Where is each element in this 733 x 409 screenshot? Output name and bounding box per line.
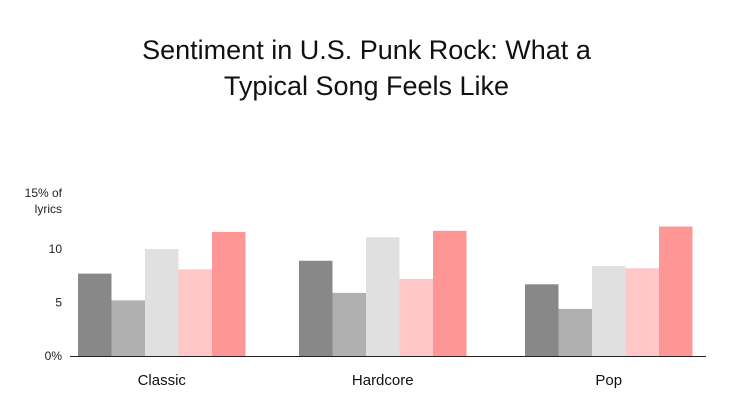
bar-hardcore-series-1 (299, 260, 333, 356)
chart-title-line-1: Sentiment in U.S. Punk Rock: What a (142, 35, 591, 65)
bar-hardcore-series-2 (332, 292, 366, 356)
y-unit-label-line-1: 15% of (25, 186, 63, 200)
bar-classic-series-1 (78, 273, 112, 356)
bar-pop-series-5 (659, 226, 693, 356)
bar-classic-series-2 (111, 300, 145, 356)
bar-hardcore-series-3 (366, 237, 400, 356)
bar-classic-series-4 (178, 269, 212, 356)
x-tick-label-classic: Classic (138, 372, 187, 389)
bar-pop-series-2 (558, 308, 592, 356)
x-tick-label-pop: Pop (595, 372, 622, 389)
bar-pop-series-3 (592, 266, 626, 356)
bar-classic-series-5 (212, 231, 246, 356)
y-tick-label: 0% (45, 349, 63, 363)
bar-hardcore-series-4 (399, 278, 433, 356)
bar-pop-series-4 (625, 268, 659, 356)
y-axis-ticks: 0% 5 10 (45, 242, 63, 363)
bar-pop-series-1 (525, 284, 559, 356)
y-unit-label-line-2: lyrics (35, 202, 62, 216)
x-tick-label-hardcore: Hardcore (352, 372, 414, 389)
y-tick-label: 5 (55, 296, 62, 310)
chart-title: Sentiment in U.S. Punk Rock: What a Typi… (0, 32, 733, 104)
y-tick-label: 10 (49, 242, 63, 256)
bar-group (78, 226, 693, 356)
bar-hardcore-series-5 (433, 230, 467, 356)
bar-classic-series-3 (145, 249, 179, 356)
x-axis-ticks: Classic Hardcore Pop (138, 372, 623, 389)
chart-title-line-2: Typical Song Feels Like (223, 71, 510, 101)
